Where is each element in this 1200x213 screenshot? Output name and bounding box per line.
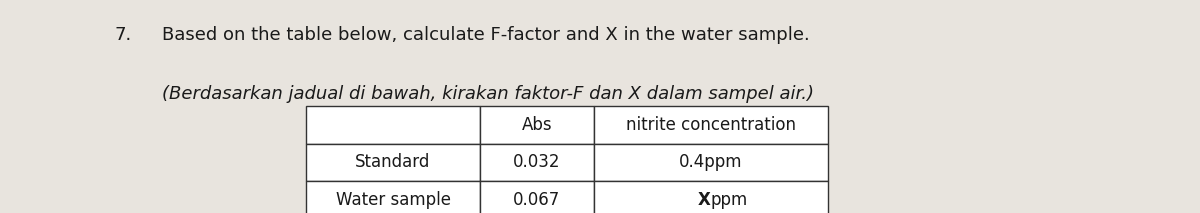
Text: ppm: ppm [710, 191, 749, 209]
Text: Standard: Standard [355, 153, 431, 171]
Text: 0.4ppm: 0.4ppm [679, 153, 743, 171]
Bar [594, 181, 828, 213]
Text: 7.: 7. [114, 26, 131, 44]
Text: Based on the table below, calculate F-factor and X in the water sample.: Based on the table below, calculate F-fa… [162, 26, 810, 44]
Text: nitrite concentration: nitrite concentration [626, 116, 796, 134]
Bar [306, 181, 480, 213]
Bar [480, 181, 594, 213]
Bar [594, 106, 828, 144]
Text: Water sample: Water sample [336, 191, 450, 209]
Text: X: X [698, 191, 710, 209]
Text: 0.067: 0.067 [514, 191, 560, 209]
Text: Abs: Abs [522, 116, 552, 134]
Bar [594, 144, 828, 181]
Text: (Berdasarkan jadual di bawah, kirakan faktor-F dan X dalam sampel air.): (Berdasarkan jadual di bawah, kirakan fa… [162, 85, 814, 103]
Bar [306, 144, 480, 181]
Bar [480, 106, 594, 144]
Text: 0.032: 0.032 [514, 153, 560, 171]
Bar [306, 106, 480, 144]
Bar [480, 144, 594, 181]
